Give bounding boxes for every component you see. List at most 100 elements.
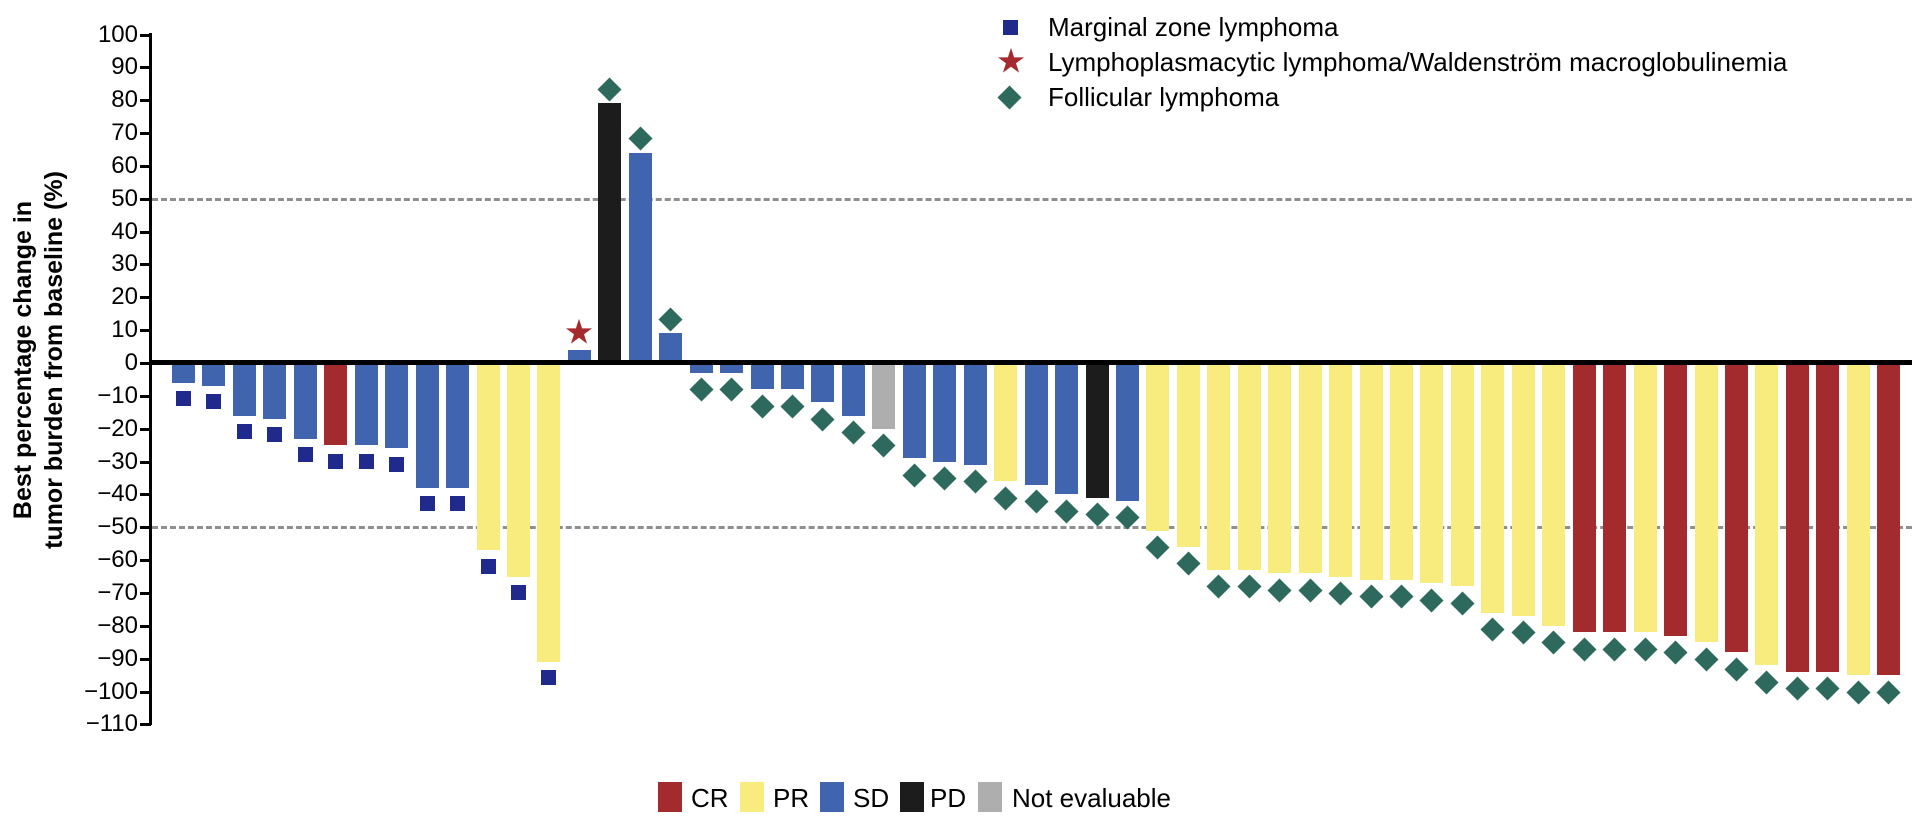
bar — [751, 363, 774, 389]
diamond-marker-icon — [597, 77, 622, 102]
y-tick-label: 100 — [97, 21, 138, 48]
star-marker-icon: ★ — [995, 42, 1027, 81]
square-marker-icon — [1003, 20, 1018, 35]
square-marker-icon — [481, 559, 496, 574]
bar — [842, 363, 865, 416]
not-evaluable-swatch — [978, 782, 1002, 812]
bar — [446, 363, 469, 488]
bar — [568, 350, 591, 363]
square-marker-icon — [389, 457, 404, 472]
diamond-marker-icon — [1724, 657, 1749, 682]
diamond-marker-icon — [1054, 499, 1079, 524]
y-tick-mark — [140, 263, 151, 266]
diamond-marker-icon — [1754, 670, 1779, 695]
y-tick-mark — [140, 428, 151, 431]
y-tick-label: 50 — [111, 185, 138, 212]
bar — [811, 363, 834, 402]
square-marker-icon — [206, 394, 221, 409]
diamond-marker-icon — [658, 307, 683, 332]
bar — [1238, 363, 1261, 570]
bar — [629, 153, 652, 363]
bar — [903, 363, 926, 458]
diamond-marker-icon — [871, 433, 896, 458]
y-tick-label: 60 — [111, 152, 138, 179]
bar — [324, 363, 347, 445]
y-tick-mark — [140, 132, 151, 135]
square-marker-icon — [511, 585, 526, 600]
diamond-marker-icon — [1876, 680, 1901, 705]
diamond-marker-icon — [1206, 574, 1231, 599]
diamond-marker-icon — [1572, 637, 1597, 662]
cr-swatch — [658, 782, 682, 812]
diamond-marker-icon — [1541, 630, 1566, 655]
square-marker-icon — [541, 670, 556, 685]
bar — [355, 363, 378, 445]
bar — [294, 363, 317, 439]
y-axis-line — [149, 33, 152, 725]
legend-label: Follicular lymphoma — [1048, 82, 1280, 112]
bar — [172, 363, 195, 383]
bar — [872, 363, 895, 429]
diamond-marker-icon — [1176, 551, 1201, 576]
y-tick-label: −10 — [97, 382, 138, 409]
diamond-marker-icon — [719, 377, 744, 402]
bar — [720, 363, 743, 373]
bar — [1512, 363, 1535, 616]
bar — [1329, 363, 1352, 577]
diamond-marker-icon — [1389, 584, 1414, 609]
bar — [263, 363, 286, 419]
y-tick-label: 80 — [111, 86, 138, 113]
bar — [1847, 363, 1870, 675]
bar — [1816, 363, 1839, 672]
diamond-marker-icon — [1450, 591, 1475, 616]
diamond-marker-icon — [993, 486, 1018, 511]
y-tick-label: −20 — [97, 415, 138, 442]
bar — [1177, 363, 1200, 547]
square-marker-icon — [237, 424, 252, 439]
bar — [1116, 363, 1139, 501]
bar — [1268, 363, 1291, 573]
diamond-marker-icon — [1237, 574, 1262, 599]
diamond-marker-icon — [1328, 581, 1353, 606]
diamond-marker-icon — [1633, 637, 1658, 662]
legend-label: Lymphoplasmacytic lymphoma/Waldenström m… — [1048, 47, 1788, 77]
diamond-marker-icon — [1694, 647, 1719, 672]
diamond-marker-icon — [1602, 637, 1627, 662]
bar — [1086, 363, 1109, 498]
bar — [1207, 363, 1230, 570]
bar — [659, 333, 682, 363]
bar — [1786, 363, 1809, 672]
y-tick-mark — [140, 559, 151, 562]
legend-label: CR — [691, 783, 729, 813]
legend-label: SD — [853, 783, 890, 813]
sd-swatch — [820, 782, 844, 812]
y-tick-label: −90 — [97, 645, 138, 672]
legend-label: Not evaluable — [1012, 783, 1171, 813]
bar — [385, 363, 408, 448]
y-tick-mark — [140, 461, 151, 464]
y-tick-mark — [140, 691, 151, 694]
bar — [1055, 363, 1078, 494]
y-tick-mark — [140, 34, 151, 37]
y-tick-mark — [140, 66, 151, 69]
square-marker-icon — [450, 496, 465, 511]
bar — [1725, 363, 1748, 652]
diamond-marker-icon — [963, 469, 988, 494]
bar — [233, 363, 256, 416]
y-tick-label: −100 — [83, 678, 138, 705]
y-tick-mark — [140, 723, 151, 726]
y-tick-mark — [140, 231, 151, 234]
y-tick-mark — [140, 625, 151, 628]
diamond-marker-icon — [1298, 578, 1323, 603]
reference-line--50 — [152, 526, 1912, 529]
y-tick-label: 20 — [111, 283, 138, 310]
diamond-marker-icon — [810, 407, 835, 432]
diamond-marker-icon — [902, 463, 927, 488]
y-tick-mark — [140, 198, 151, 201]
bar — [1603, 363, 1626, 632]
legend-label: PD — [930, 783, 967, 813]
y-tick-label: −80 — [97, 612, 138, 639]
bar — [1420, 363, 1443, 583]
square-marker-icon — [328, 454, 343, 469]
